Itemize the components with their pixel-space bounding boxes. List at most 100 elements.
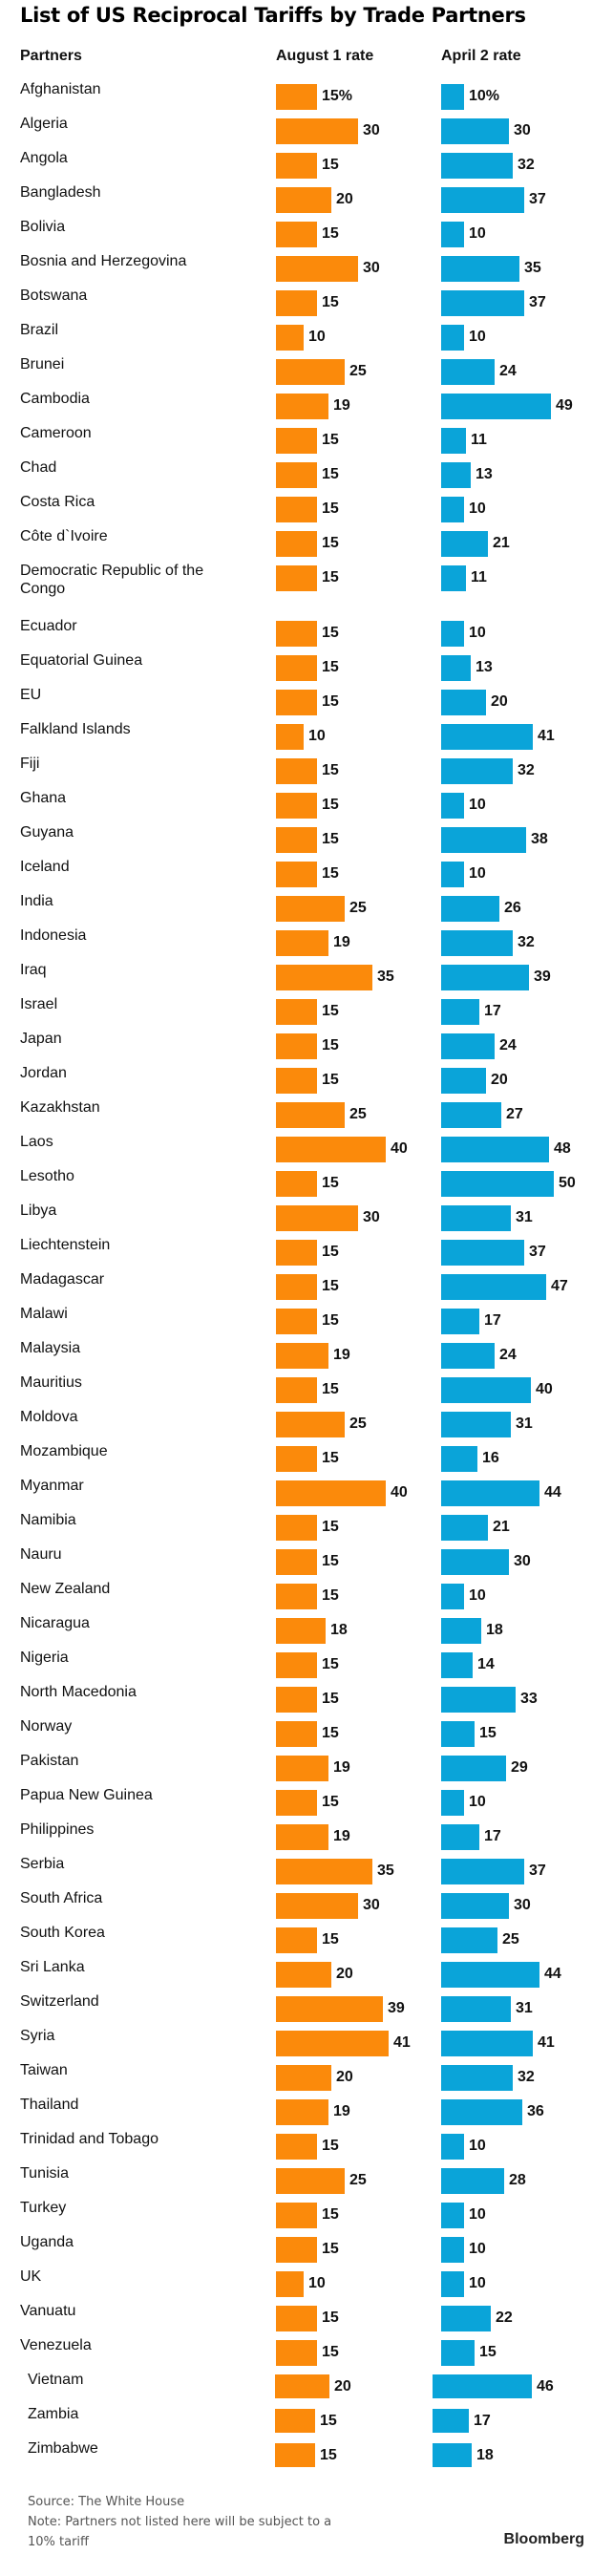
august-rate-label: 15% [322, 88, 353, 104]
august-rate-bar [276, 1033, 317, 1059]
table-row: Philippines 19 17 [0, 1821, 592, 1850]
partner-name: Nicaragua [20, 1615, 90, 1631]
april-rate-bar [441, 793, 464, 819]
april-rate-bar [441, 2237, 464, 2263]
partner-name: Vietnam [28, 2372, 84, 2388]
april-rate-label: 11 [471, 569, 487, 585]
april-rate-label: 18 [476, 2447, 494, 2463]
april-rate-label: 17 [484, 1003, 501, 1019]
august-rate-label: 15 [322, 1175, 339, 1191]
august-rate-label: 15 [322, 831, 339, 847]
table-row: Thailand 19 36 [0, 2097, 592, 2125]
april-rate-bar [441, 1996, 511, 2022]
partner-name: Angola [20, 150, 68, 166]
august-rate-bar [276, 896, 345, 922]
august-rate-label: 19 [333, 1347, 350, 1363]
partner-name: India [20, 893, 53, 909]
table-row: Myanmar 40 44 [0, 1478, 592, 1506]
april-rate-label: 10 [469, 797, 486, 813]
partner-name: Guyana [20, 824, 74, 841]
august-rate-label: 15 [322, 1003, 339, 1019]
april-rate-label: 16 [482, 1450, 499, 1466]
april-rate-label: 21 [493, 1519, 510, 1535]
table-row: Fiji 15 32 [0, 756, 592, 784]
august-rate-bar [276, 2168, 345, 2194]
table-row: Tunisia 25 28 [0, 2165, 592, 2194]
table-row: Laos 40 48 [0, 1134, 592, 1162]
table-row: Liechtenstein 15 37 [0, 1237, 592, 1266]
table-row: Taiwan 20 32 [0, 2062, 592, 2091]
table-row: Mauritius 15 40 [0, 1374, 592, 1403]
partner-name: Malawi [20, 1306, 68, 1322]
august-rate-bar [276, 1412, 345, 1437]
august-rate-bar [276, 565, 317, 591]
table-row: South Africa 30 30 [0, 1890, 592, 1919]
august-rate-bar [276, 462, 317, 488]
partner-name: Libya [20, 1203, 57, 1219]
partner-name: Japan [20, 1031, 62, 1047]
april-rate-label: 20 [491, 1072, 508, 1088]
april-rate-bar [441, 930, 513, 956]
august-rate-bar [276, 1687, 317, 1713]
april-rate-label: 29 [511, 1759, 528, 1776]
august-rate-bar [276, 2340, 317, 2366]
april-rate-label: 50 [559, 1175, 576, 1191]
august-rate-bar [276, 1377, 317, 1403]
august-rate-label: 39 [388, 2000, 405, 2016]
table-row: Bangladesh 20 37 [0, 184, 592, 213]
april-rate-bar [441, 428, 466, 454]
partner-name: Taiwan [20, 2062, 68, 2078]
april-rate-bar [441, 1824, 479, 1850]
august-rate-label: 15 [322, 535, 339, 551]
partner-name: Nauru [20, 1546, 62, 1563]
april-rate-bar [441, 462, 471, 488]
table-row: Iceland 15 10 [0, 859, 592, 887]
table-row: Kazakhstan 25 27 [0, 1099, 592, 1128]
partner-name: South Korea [20, 1925, 105, 1941]
april-rate-bar [441, 2340, 475, 2366]
april-rate-label: 26 [504, 900, 521, 916]
april-rate-bar [441, 2168, 504, 2194]
april-rate-bar [441, 1033, 495, 1059]
april-rate-bar [441, 896, 499, 922]
august-rate-bar [276, 325, 304, 351]
april-rate-label: 11 [471, 432, 487, 448]
april-rate-label: 39 [534, 969, 551, 985]
august-rate-label: 15 [322, 1244, 339, 1260]
august-rate-label: 15 [322, 1312, 339, 1329]
august-rate-bar [276, 1584, 317, 1609]
april-rate-label: 10 [469, 2241, 486, 2257]
partner-name: Botswana [20, 287, 88, 304]
table-row: South Korea 15 25 [0, 1925, 592, 1953]
partner-name: Falkland Islands [20, 721, 131, 737]
april-rate-bar [441, 1240, 524, 1266]
august-rate-bar [276, 1102, 345, 1128]
table-row: Afghanistan 15% 10% [0, 81, 592, 110]
august-rate-label: 10 [308, 728, 326, 744]
table-row: Malawi 15 17 [0, 1306, 592, 1334]
august-rate-label: 15 [322, 432, 339, 448]
partner-name: Trinidad and Tobago [20, 2131, 159, 2147]
april-rate-bar [441, 758, 513, 784]
table-row: Algeria 30 30 [0, 116, 592, 144]
august-rate-label: 25 [349, 363, 367, 379]
april-rate-label: 24 [499, 1347, 517, 1363]
april-rate-bar [441, 1652, 473, 1678]
april-rate-bar [441, 1137, 549, 1162]
august-rate-bar [276, 930, 328, 956]
table-row: Cambodia 19 49 [0, 391, 592, 419]
april-rate-bar [441, 1927, 497, 1953]
august-rate-label: 15 [322, 1278, 339, 1294]
august-rate-bar [276, 621, 317, 647]
april-rate-label: 31 [516, 2000, 533, 2016]
august-rate-bar [276, 359, 345, 385]
august-rate-label: 20 [334, 2378, 351, 2395]
april-rate-bar [441, 862, 464, 887]
april-rate-bar [441, 1618, 481, 1644]
august-rate-label: 15 [322, 762, 339, 778]
april-rate-bar [441, 2203, 464, 2228]
table-row: Malaysia 19 24 [0, 1340, 592, 1369]
april-rate-bar [441, 256, 519, 282]
partner-name: Mauritius [20, 1374, 82, 1391]
partner-name: Brunei [20, 356, 65, 373]
